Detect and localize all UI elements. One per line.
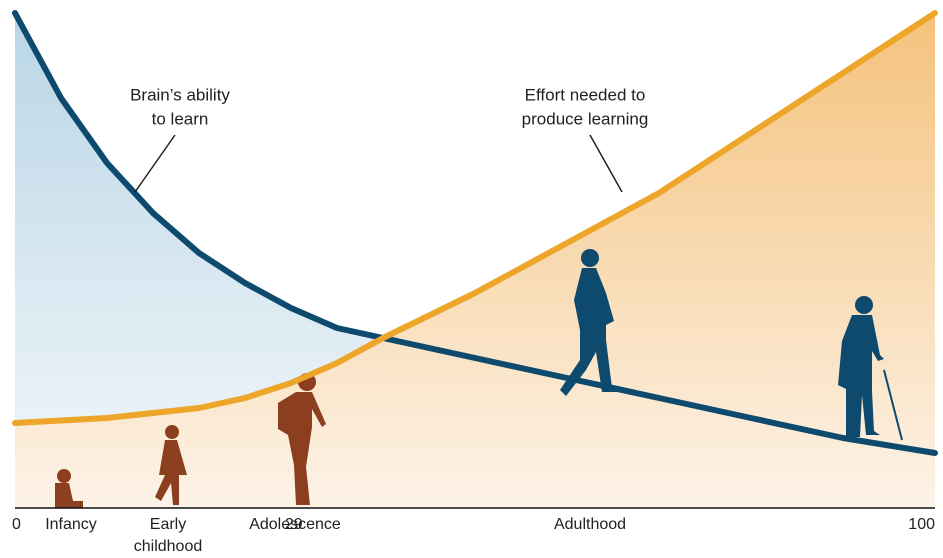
silhouettes bbox=[55, 249, 903, 508]
line bbox=[12, 10, 938, 456]
leader-line bbox=[589, 134, 623, 193]
stage-label: Adulthood bbox=[554, 516, 626, 533]
line bbox=[12, 10, 938, 426]
stage-label: Adolescence bbox=[249, 516, 341, 533]
annotation: produce learning bbox=[522, 109, 649, 128]
stage-label: Early bbox=[150, 516, 186, 533]
stage-label: Infancy bbox=[45, 516, 97, 533]
area bbox=[15, 13, 935, 508]
x-tick-label: 100 bbox=[908, 516, 935, 533]
x-tick-label: 0 bbox=[12, 516, 21, 533]
stage-label: childhood bbox=[134, 538, 203, 555]
annotation: to learn bbox=[152, 109, 209, 128]
leader-line bbox=[134, 134, 176, 193]
annotation: Brain’s ability bbox=[130, 85, 230, 104]
annotation: Effort needed to bbox=[525, 85, 646, 104]
x-tick-label: 29 bbox=[285, 516, 303, 533]
